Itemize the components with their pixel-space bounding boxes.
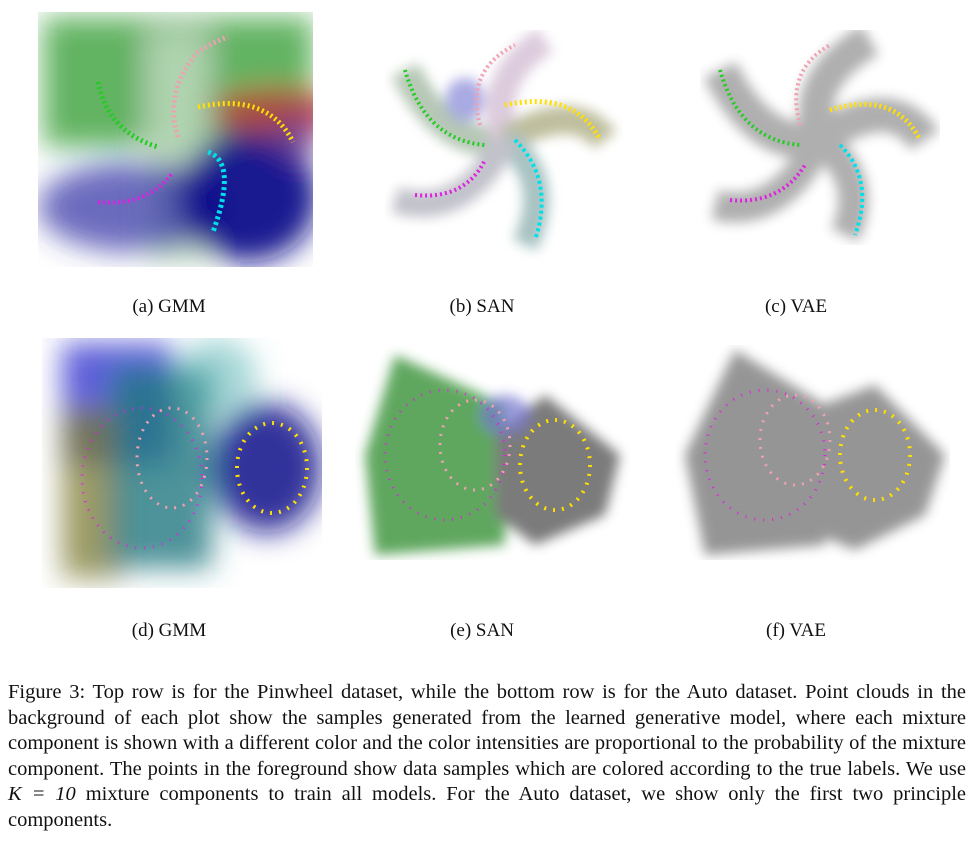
panel-c-vae-pinwheel xyxy=(700,30,940,245)
caption-text-prefix: Figure 3: Top row is for the Pinwheel da… xyxy=(8,681,966,780)
panel-d-gmm-auto xyxy=(42,338,322,588)
data-points-b xyxy=(403,43,603,241)
panel-b-label: (b) SAN xyxy=(449,296,515,317)
data-points-a xyxy=(95,34,296,233)
caption-text-suffix: mixture components to train all models. … xyxy=(8,783,966,831)
panel-f-label: (f) VAE xyxy=(766,620,826,641)
data-points-e xyxy=(383,388,592,522)
panel-d-label: (d) GMM xyxy=(131,620,207,641)
panel-b-san-pinwheel xyxy=(385,30,625,260)
panel-e-label: (e) SAN xyxy=(450,620,514,641)
panel-e-san-auto xyxy=(355,345,630,560)
panel-a-label: (a) GMM xyxy=(132,296,206,317)
data-points-f xyxy=(703,388,912,522)
caption-math-k: K = 10 xyxy=(8,783,76,805)
panel-f-vae-auto xyxy=(675,345,950,560)
data-points-d xyxy=(80,406,309,550)
panel-a-gmm-pinwheel xyxy=(38,12,313,267)
figure-caption: Figure 3: Top row is for the Pinwheel da… xyxy=(8,680,966,833)
data-points-c xyxy=(718,43,923,236)
panel-c-label: (c) VAE xyxy=(764,296,828,317)
